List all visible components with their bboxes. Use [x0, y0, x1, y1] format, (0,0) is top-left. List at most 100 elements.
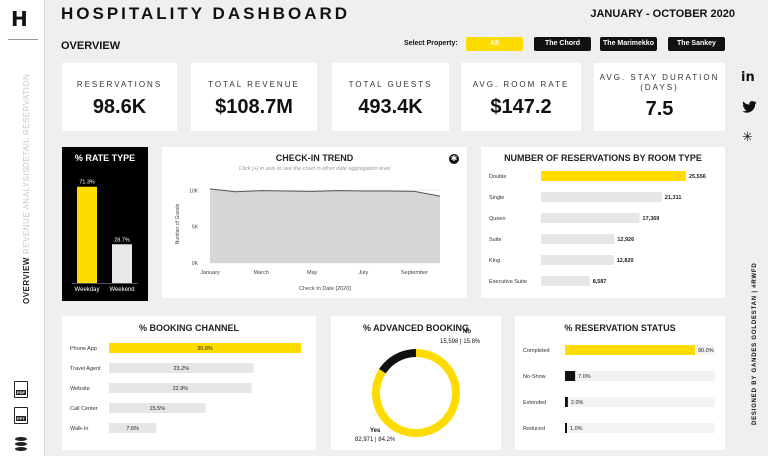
bar — [109, 423, 157, 433]
category-label: Queen — [489, 216, 506, 222]
linkedin-icon[interactable]: in — [741, 70, 755, 85]
x-tick-label: July — [358, 270, 368, 276]
rate-bar — [112, 244, 132, 283]
bar-track — [565, 371, 715, 381]
kpi-label: AVG. ROOM RATE — [472, 80, 570, 89]
kpi-value: $108.7M — [215, 96, 293, 118]
x-tick-label: May — [307, 270, 318, 276]
kpi-label: AVG. STAY DURATION (DAYS) — [599, 73, 720, 92]
data-label: 21,311 — [665, 195, 682, 201]
kpi-label: RESERVATIONS — [76, 80, 163, 89]
rate-bar — [77, 186, 97, 283]
data-label: 90.0% — [698, 348, 714, 354]
data-label: 30.8% — [197, 346, 213, 352]
advanced-booking-card: % ADVANCED BOOKING No 15,598 | 15.8% Yes 82… — [331, 316, 501, 450]
category-label: Website — [70, 386, 90, 392]
data-label: 2.0% — [571, 400, 584, 406]
trend-line — [209, 188, 441, 197]
nav-label: DETAIL RESERVATION — [22, 73, 31, 168]
bar — [565, 345, 695, 355]
bar — [109, 403, 206, 413]
bar-track — [565, 423, 715, 433]
rate-type-card: % RATE TYPE 71.3% Weekday 28.7% Weekend — [62, 147, 148, 301]
bar-track — [565, 397, 715, 407]
nav-label: OVERVIEW — [22, 257, 31, 304]
data-label: 71.3% — [79, 180, 95, 186]
category-label: Travel Agent — [70, 366, 101, 372]
trend-area — [210, 188, 440, 263]
data-label: 23.2% — [174, 366, 190, 372]
category-label: Walk-In — [70, 426, 88, 432]
chart-title: % BOOKING CHANNEL — [138, 323, 239, 333]
category-label: Completed — [523, 348, 550, 354]
twitter-icon[interactable] — [742, 101, 757, 113]
rate-type-chart: 71.3% Weekday 28.7% Weekend — [72, 180, 138, 293]
category-label: Call Center — [70, 406, 98, 412]
property-button-all[interactable]: All — [466, 37, 523, 51]
booking-channel-card: % BOOKING CHANNEL Phone App 30.8% Travel A… — [62, 316, 316, 450]
database-icon[interactable] — [15, 437, 27, 451]
category-label: Double — [489, 174, 506, 180]
kpi-label: TOTAL REVENUE — [208, 80, 300, 89]
x-tick-label: March — [253, 270, 268, 276]
logo: H — [11, 7, 28, 31]
data-label: 22.9% — [173, 386, 189, 392]
kpi-total-revenue: TOTAL REVENUE $108.7M — [191, 63, 317, 131]
bar — [541, 276, 590, 286]
category-label: Suite — [489, 237, 502, 243]
data-label: 7.6% — [126, 426, 139, 432]
left-rail: H DETAIL RESERVATION REVENUE ANALYSIS OV… — [0, 0, 45, 456]
property-button-marimekko[interactable]: The Marimekko — [600, 37, 657, 51]
bar — [541, 192, 662, 202]
room-type-card: NUMBER OF RESERVATIONS BY ROOM TYPE Doub… — [481, 147, 725, 298]
data-label: 8,587 — [593, 279, 607, 285]
slice-detail: 82,971 | 84.2% — [355, 437, 396, 443]
tableau-icon[interactable]: ✳ — [742, 129, 753, 144]
category-label: Single — [489, 195, 504, 201]
category-label: Reduced — [523, 426, 545, 432]
category-label: Weekday — [75, 287, 100, 293]
data-label: 28.7% — [114, 237, 130, 243]
data-label: 7.0% — [578, 374, 591, 380]
pdf-icon[interactable]: PDF — [14, 381, 28, 398]
property-button-sankey[interactable]: The Sankey — [668, 37, 725, 51]
kpi-value: 98.6K — [92, 96, 147, 118]
booking-channel-chart: Phone App 30.8% Travel Agent 23.2% Website 22… — [70, 343, 301, 433]
chart-title: CHECK-IN TREND — [275, 153, 354, 163]
data-label: 25,556 — [689, 174, 706, 180]
settings-icon[interactable]: ✱ — [449, 154, 459, 164]
kpi-avg-stay-duration: AVG. STAY DURATION (DAYS) 7.5 — [594, 63, 725, 131]
bar — [541, 234, 615, 244]
data-label: 12,926 — [617, 237, 634, 243]
x-tick-label: January — [200, 270, 220, 276]
page-title: HOSPITALITY DASHBOARD — [61, 4, 351, 23]
chart-title: NUMBER OF RESERVATIONS BY ROOM TYPE — [504, 153, 702, 163]
reservation-status-chart: Completed 90.0% No-Show 7.0% Extended 2.0% Red… — [523, 345, 715, 433]
chart-title: % ADVANCED BOOKING — [362, 323, 469, 333]
data-label: 17,369 — [643, 216, 660, 222]
y-tick-label: 0K — [192, 261, 199, 267]
slice-name: Yes — [370, 428, 381, 434]
bar — [565, 397, 568, 407]
category-label: Phone App — [70, 346, 97, 352]
rail-divider — [8, 39, 38, 40]
bar — [565, 423, 567, 433]
kpi-value: 493.4K — [358, 96, 423, 118]
slice-name: No — [463, 329, 471, 335]
chart-title: % RESERVATION STATUS — [564, 323, 676, 333]
chart-title: % RATE TYPE — [74, 153, 136, 163]
ppt-icon[interactable]: PPT — [14, 407, 28, 424]
x-tick-label: September — [401, 270, 428, 276]
data-label: 1.0% — [570, 426, 583, 432]
chart-subtitle: Click [+] in axis to see the chart in ot… — [238, 166, 391, 172]
bar — [541, 213, 640, 223]
y-axis-label: Number of Guests — [175, 203, 181, 244]
property-button-chord[interactable]: The Chord — [534, 37, 591, 51]
data-label: 15.5% — [150, 406, 166, 412]
select-property-label: Select Property: — [404, 40, 458, 47]
checkin-trend-card: CHECK-IN TREND Click [+] in axis to see … — [162, 147, 467, 298]
kpi-value: 7.5 — [645, 98, 674, 120]
advanced-booking-chart: No 15,598 | 15.8% Yes 82,971 | 84.2% — [355, 329, 481, 443]
x-axis-label: Check In Date [2020] — [299, 286, 351, 292]
